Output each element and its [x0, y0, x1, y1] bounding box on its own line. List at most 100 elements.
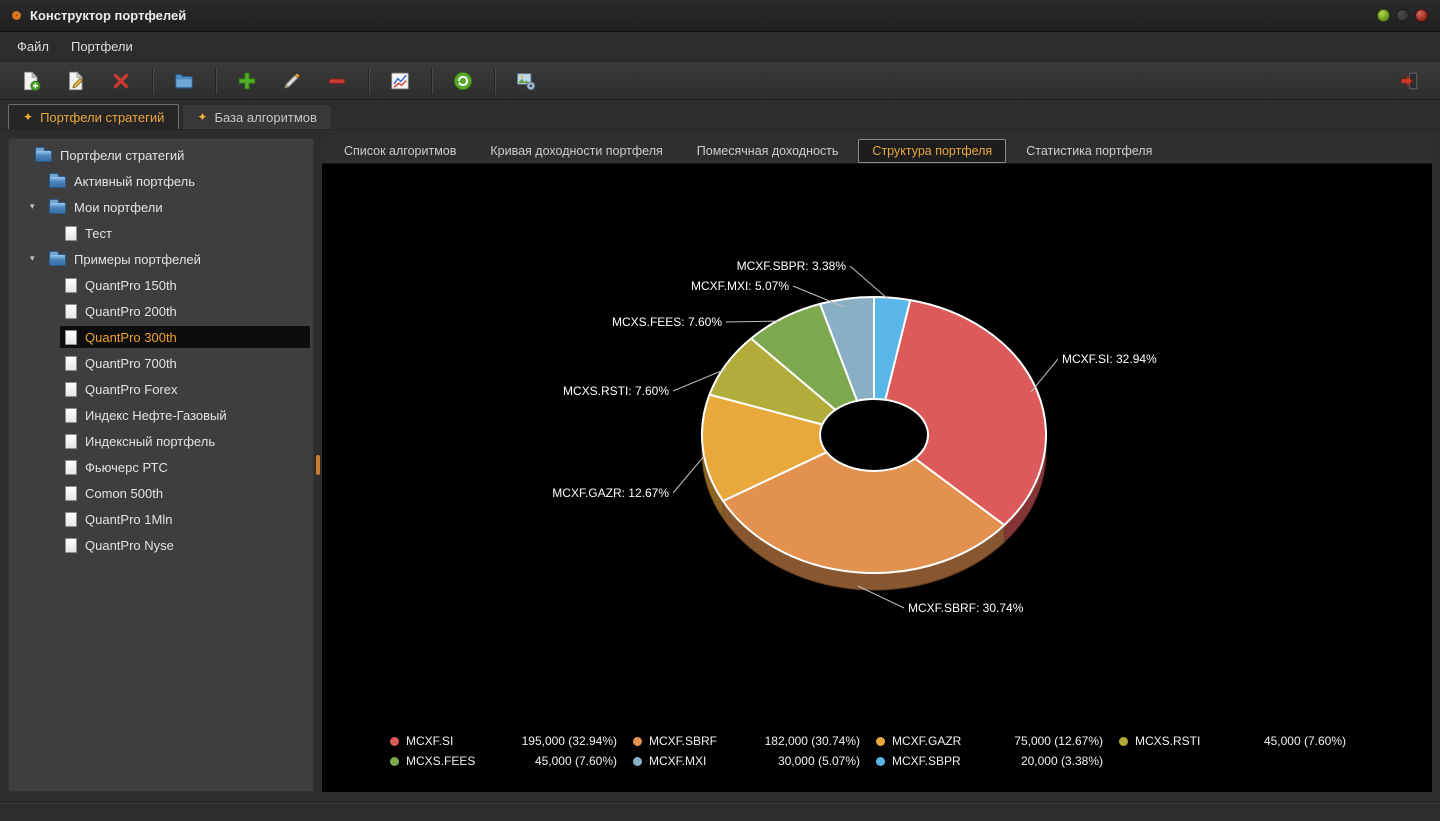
legend-name: MCXF.GAZR	[892, 734, 962, 748]
folder-icon	[49, 250, 66, 266]
tree-item-label: QuantPro 300th	[85, 329, 177, 345]
tree-item[interactable]: QuantPro 700th	[9, 350, 313, 376]
edit-algorithm-button[interactable]	[275, 66, 309, 96]
content-tab-4[interactable]: Статистика портфеля	[1026, 143, 1153, 158]
portfolio-tree-panel: Портфели стратегий Активный портфель ▾ Мои …	[8, 138, 314, 792]
legend-name: MCXF.SI	[406, 734, 454, 748]
tree-item-label: Фьючерс РТС	[85, 459, 168, 475]
report-settings-icon	[517, 72, 536, 90]
document-icon	[65, 511, 77, 527]
window-title: Конструктор портфелей	[30, 8, 187, 23]
document-icon	[65, 407, 77, 423]
folder-icon	[35, 146, 52, 162]
report-settings-button[interactable]	[509, 66, 543, 96]
toolbar	[0, 62, 1440, 100]
legend-item: MCXF.SBPR 20,000 (3.38%)	[876, 754, 1119, 768]
legend-item: MCXS.FEES 45,000 (7.60%)	[390, 754, 633, 768]
document-icon	[65, 355, 77, 371]
slice-label-line	[849, 265, 889, 300]
delete-portfolio-button[interactable]	[104, 66, 138, 96]
content-tab-3[interactable]: Структура портфеля	[858, 138, 1007, 163]
expander-icon[interactable]: ▾	[30, 253, 35, 263]
slice-label-line	[725, 320, 782, 323]
tree-item-highlight: Портфели стратегий	[30, 144, 310, 166]
tab-algorithm-base[interactable]: ✦ База алгоритмов	[182, 104, 332, 129]
window-minimize-button[interactable]	[1377, 9, 1390, 22]
edit-algorithm-icon	[284, 73, 300, 89]
new-portfolio-icon	[24, 70, 41, 91]
tree-item-label: Примеры портфелей	[74, 251, 201, 267]
tree-item[interactable]: ▾ Примеры портфелей	[9, 246, 313, 272]
collapse-panel-button[interactable]	[1392, 66, 1426, 96]
legend-value: 45,000 (7.60%)	[534, 754, 617, 768]
delete-portfolio-icon	[113, 73, 129, 88]
tree-item-highlight: Индекс Нефте-Газовый	[60, 404, 310, 426]
document-icon	[65, 485, 77, 501]
slice-label-line	[857, 585, 905, 609]
window-maximize-button[interactable]	[1396, 9, 1409, 22]
add-folder-button[interactable]	[167, 66, 201, 96]
content-tab-2[interactable]: Помесячная доходность	[696, 143, 839, 158]
tree-item-label: Портфели стратегий	[60, 147, 185, 163]
tree-item-label: QuantPro Forex	[85, 381, 178, 397]
edit-portfolio-button[interactable]	[59, 66, 93, 96]
tree-item[interactable]: QuantPro 1Mln	[9, 506, 313, 532]
slice-label-line	[1030, 358, 1059, 393]
chart-button[interactable]	[383, 66, 417, 96]
portfolio-tree: Портфели стратегий Активный портфель ▾ Мои …	[9, 142, 313, 558]
title-bar: Конструктор портфелей	[0, 0, 1440, 32]
remove-algorithm-button[interactable]	[320, 66, 354, 96]
tree-item-label: QuantPro Nyse	[85, 537, 174, 553]
legend-value: 20,000 (3.38%)	[1020, 754, 1103, 768]
tree-item[interactable]: Активный портфель	[9, 168, 313, 194]
pie-slice	[884, 299, 1047, 527]
tree-item[interactable]: QuantPro Nyse	[9, 532, 313, 558]
tree-item[interactable]: Тест	[9, 220, 313, 246]
tree-item[interactable]: QuantPro 150th	[9, 272, 313, 298]
legend-name: MCXF.SBRF	[649, 734, 718, 748]
tree-item[interactable]: QuantPro Forex	[9, 376, 313, 402]
star-icon: ✦	[197, 110, 208, 124]
splitter-grip-icon[interactable]	[316, 455, 320, 475]
legend-item: MCXF.MXI 30,000 (5.07%)	[633, 754, 876, 768]
tree-item-highlight: QuantPro Nyse	[60, 534, 310, 556]
tree-item[interactable]: QuantPro 300th	[9, 324, 313, 350]
tree-item-highlight: QuantPro 1Mln	[60, 508, 310, 530]
add-folder-icon	[175, 73, 193, 88]
document-icon	[65, 537, 77, 553]
window-close-button[interactable]	[1415, 9, 1428, 22]
menu-item-file[interactable]: Файл	[17, 39, 49, 54]
window-buttons	[1371, 9, 1428, 22]
content-tab-0[interactable]: Список алгоритмов	[344, 143, 457, 158]
refresh-button[interactable]	[446, 66, 480, 96]
tree-item-highlight: Фьючерс РТС	[60, 456, 310, 478]
tree-item-highlight: QuantPro 200th	[60, 300, 310, 322]
splitter[interactable]	[314, 138, 322, 792]
tree-item[interactable]: Фьючерс РТС	[9, 454, 313, 480]
legend-value: 30,000 (5.07%)	[777, 754, 860, 768]
tree-item[interactable]: Индекс Нефте-Газовый	[9, 402, 313, 428]
menu-item-portfolios[interactable]: Портфели	[70, 39, 133, 54]
tree-item[interactable]: QuantPro 200th	[9, 298, 313, 324]
tree-item-label: QuantPro 700th	[85, 355, 177, 371]
document-icon	[65, 459, 77, 475]
document-icon	[65, 303, 77, 319]
add-algorithm-button[interactable]	[230, 66, 264, 96]
new-portfolio-button[interactable]	[14, 66, 48, 96]
tab-strategy-portfolios[interactable]: ✦ Портфели стратегий	[8, 104, 180, 129]
tree-item[interactable]: Comon 500th	[9, 480, 313, 506]
legend-name: MCXS.FEES	[406, 754, 476, 768]
menu-bar: Файл Портфели	[0, 32, 1440, 62]
legend-color-icon	[876, 756, 885, 766]
expander-icon[interactable]: ▾	[30, 201, 35, 211]
legend-name: MCXS.RSTI	[1135, 734, 1201, 748]
tree-item-highlight: Примеры портфелей	[44, 248, 310, 270]
main-tab-label: Портфели стратегий	[40, 109, 165, 125]
tree-item[interactable]: Портфели стратегий	[9, 142, 313, 168]
slice-label: MCXS.RSTI: 7.60%	[563, 384, 669, 398]
tree-item-highlight: QuantPro 300th	[60, 326, 310, 348]
tree-item[interactable]: ▾ Мои портфели	[9, 194, 313, 220]
tree-item[interactable]: Индексный портфель	[9, 428, 313, 454]
legend-value: 45,000 (7.60%)	[1263, 734, 1346, 748]
content-tab-1[interactable]: Кривая доходности портфеля	[490, 143, 663, 158]
